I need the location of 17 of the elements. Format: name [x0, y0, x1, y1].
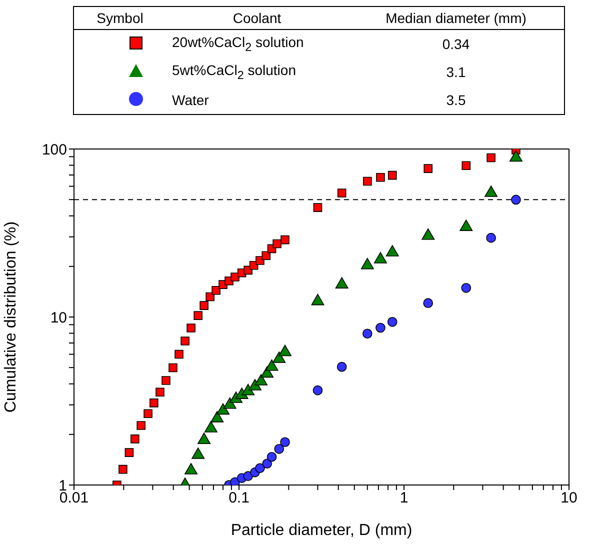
x-tick-label: 0.01: [59, 490, 89, 507]
text: Symbol: [96, 9, 144, 28]
y-tick-label: 100: [42, 141, 67, 158]
text: Median diameter (mm): [384, 9, 528, 28]
text: 0.34: [441, 35, 471, 54]
y-tick-label: 10: [50, 309, 67, 326]
x-tick-label: 0.1: [228, 490, 250, 507]
x-tick-label: 10: [560, 490, 578, 507]
legend-title: Coolant: [232, 9, 282, 28]
x-tick-label: 1: [400, 490, 408, 507]
legend-label: 5wt%CaCl$_{2}$ solution: [172, 62, 296, 82]
text: 3.1: [445, 63, 467, 82]
legend-label: Water: [172, 92, 209, 108]
x-axis-title: Particle diameter, D (mm): [230, 522, 412, 539]
text: 3.5: [445, 91, 467, 110]
legend-label: 20wt%CaCl$_{2}$ solution: [172, 34, 304, 54]
y-axis-title: Cumulative distribution (%): [2, 221, 20, 413]
